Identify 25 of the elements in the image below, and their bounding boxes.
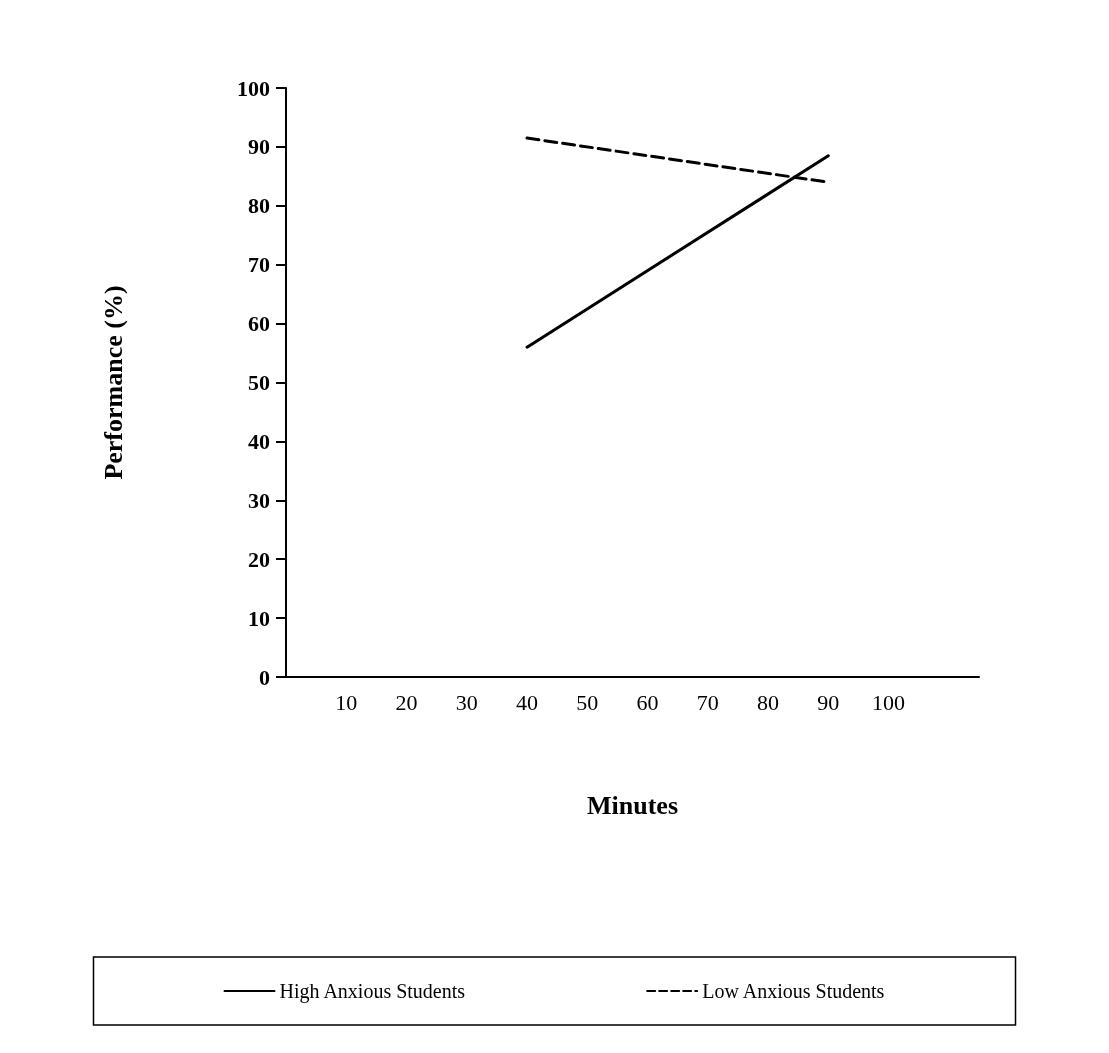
- x-tick-label: 60: [636, 689, 659, 715]
- y-tick-label: 90: [248, 134, 270, 160]
- x-tick-label: 30: [455, 689, 478, 715]
- y-tick-label: 60: [248, 311, 270, 337]
- y-tick-label: 30: [248, 487, 270, 513]
- x-tick-label: 80: [757, 689, 780, 715]
- x-axis-title: Minutes: [587, 790, 678, 820]
- x-tick-label: 100: [872, 689, 906, 715]
- y-tick-label: 0: [259, 664, 270, 690]
- y-tick-label: 10: [248, 605, 270, 631]
- y-tick-label: 50: [248, 370, 270, 395]
- x-tick-label: 40: [516, 689, 539, 715]
- legend-label: Low Anxious Students: [702, 980, 885, 1002]
- x-tick-label: 20: [395, 689, 418, 715]
- y-tick-label: 40: [248, 428, 270, 454]
- x-tick-label: 50: [576, 689, 599, 715]
- y-tick-label: 80: [248, 193, 270, 219]
- y-tick-label: 100: [237, 75, 270, 101]
- y-axis-title: Performance (%): [98, 285, 128, 480]
- y-tick-label: 70: [248, 252, 270, 278]
- x-tick-label: 90: [817, 689, 840, 715]
- x-tick-label: 10: [335, 689, 358, 715]
- legend-label: High Anxious Students: [279, 980, 466, 1003]
- y-tick-label: 20: [248, 546, 270, 572]
- x-tick-label: 70: [696, 689, 719, 715]
